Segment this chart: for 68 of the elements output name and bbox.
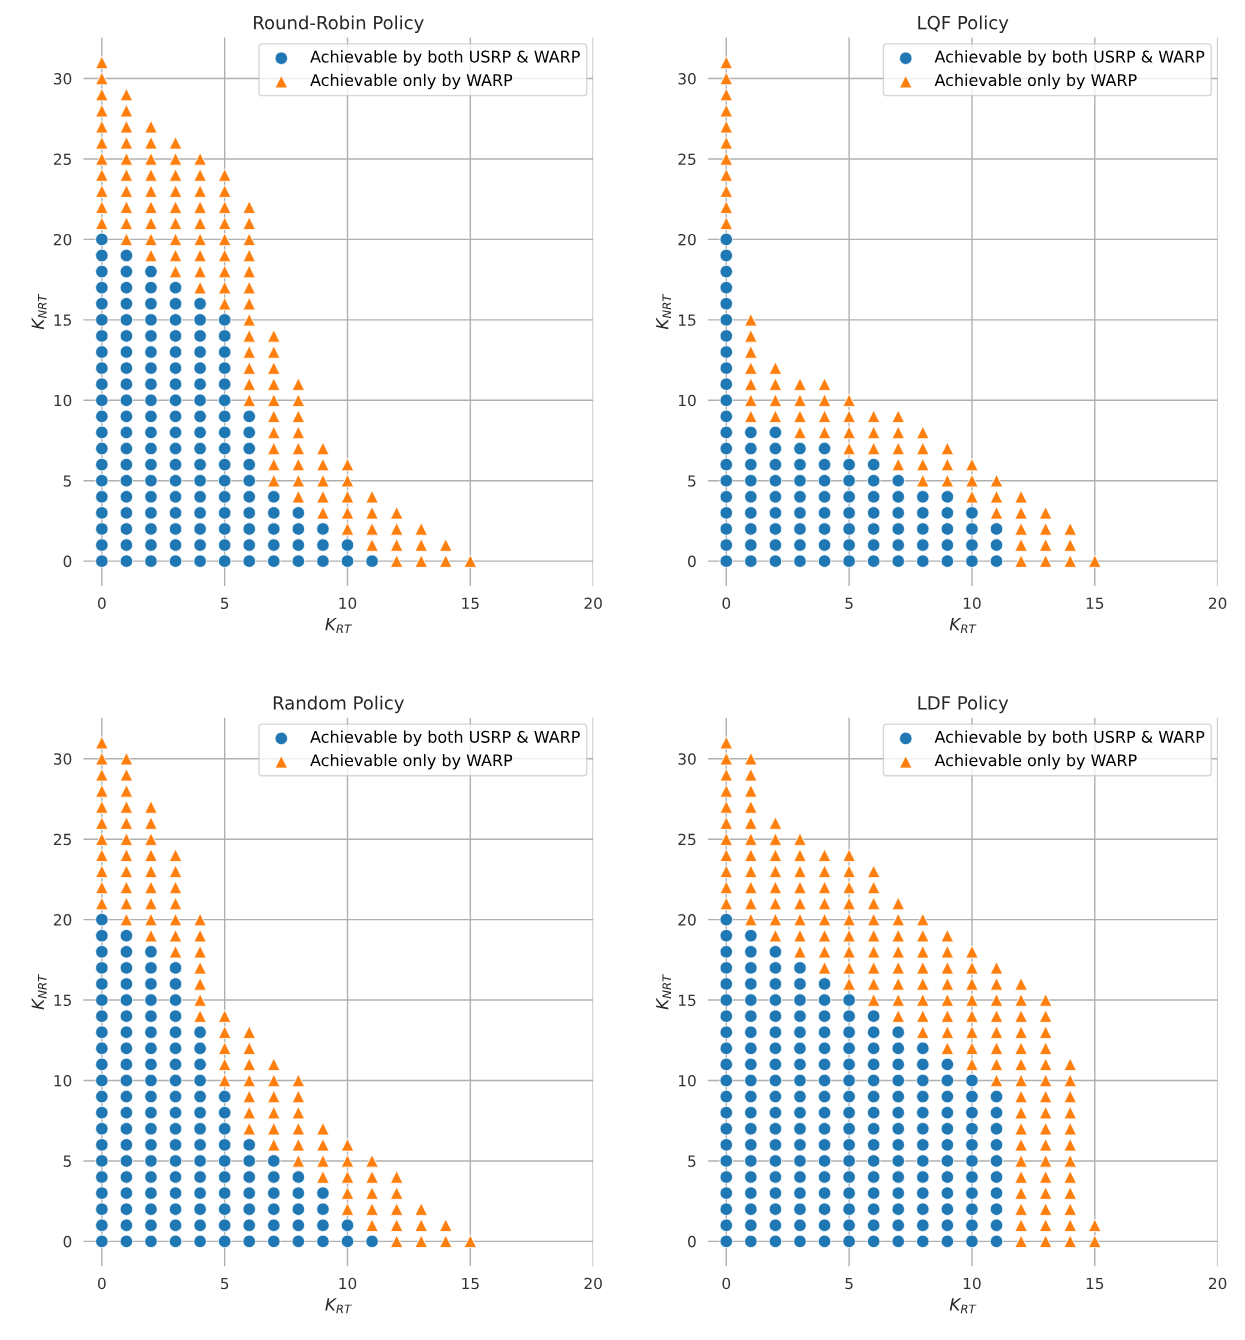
x-tick-label: 10	[963, 1277, 981, 1290]
x-tick-label: 0	[722, 597, 731, 610]
x-tick-label: 15	[1086, 1277, 1104, 1290]
y-tick-label: 15	[54, 994, 71, 1007]
x-axis-title: K$_{RT}$	[325, 1298, 352, 1314]
x-tick-label: 5	[220, 1277, 229, 1290]
x-tick-label: 15	[462, 1277, 479, 1290]
legend-label: Achievable by both USRP & WARP	[934, 730, 1205, 746]
chart-title: Round-Robin Policy	[254, 15, 424, 33]
legend-label: Achievable only by WARP	[934, 753, 1137, 770]
chart-title: LQF Policy	[918, 15, 1009, 33]
x-tick-label: 10	[339, 597, 357, 610]
y-tick-label: 30	[678, 753, 696, 765]
x-tick-label: 20	[1209, 597, 1227, 610]
y-axis-title: K$_{NRT}$	[31, 974, 47, 1010]
legend-label: Achievable only by WARP	[310, 753, 513, 770]
x-tick-label: 10	[963, 597, 981, 610]
chart-title: Random Policy	[273, 695, 404, 714]
y-tick-label: 5	[688, 475, 696, 487]
y-tick-label: 0	[688, 1235, 696, 1248]
x-tick-label: 15	[462, 597, 479, 610]
x-tick-label: 5	[845, 1277, 853, 1290]
y-tick-label: 20	[53, 914, 72, 926]
x-axis-title: K$_{RT}$	[949, 1298, 977, 1314]
y-axis-title: K$_{NRT}$	[656, 293, 671, 330]
legend-label: Achievable only by WARP	[934, 73, 1137, 90]
y-tick-label: 5	[63, 1155, 71, 1167]
y-tick-label: 25	[678, 833, 696, 846]
legend-label: Achievable by both USRP & WARP	[310, 50, 580, 66]
y-tick-label: 20	[678, 233, 696, 246]
y-tick-label: 0	[63, 1235, 72, 1248]
y-axis-title: K$_{NRT}$	[656, 974, 671, 1010]
y-axis-title: K$_{NRT}$	[31, 293, 47, 330]
x-axis-title: K$_{RT}$	[325, 618, 352, 633]
y-tick-label: 15	[678, 994, 696, 1007]
x-tick-label: 0	[97, 1277, 106, 1290]
x-tick-label: 0	[722, 1277, 731, 1290]
x-tick-label: 10	[339, 1277, 357, 1290]
y-tick-label: 20	[53, 233, 72, 246]
y-tick-label: 30	[54, 753, 72, 765]
legend-label: Achievable by both USRP & WARP	[310, 730, 580, 746]
x-tick-label: 0	[97, 597, 106, 610]
x-tick-label: 20	[1209, 1277, 1227, 1290]
legend-label: Achievable by both USRP & WARP	[934, 50, 1205, 66]
chart-title: LDF Policy	[918, 695, 1009, 714]
legend-label: Achievable only by WARP	[310, 73, 513, 90]
y-tick-label: 10	[678, 1074, 696, 1087]
x-tick-label: 5	[845, 597, 853, 610]
y-tick-label: 25	[53, 833, 71, 846]
y-tick-label: 15	[678, 314, 696, 326]
y-tick-label: 0	[63, 555, 72, 568]
y-tick-label: 25	[53, 153, 71, 165]
x-tick-label: 20	[584, 1277, 602, 1290]
y-tick-label: 5	[688, 1155, 696, 1167]
x-tick-label: 15	[1086, 597, 1104, 610]
y-tick-label: 15	[54, 314, 71, 326]
y-tick-label: 0	[688, 555, 696, 568]
x-axis-title: K$_{RT}$	[949, 618, 977, 633]
x-tick-label: 20	[584, 597, 602, 610]
y-tick-label: 5	[63, 475, 71, 487]
x-tick-label: 5	[220, 597, 229, 610]
y-tick-label: 25	[678, 153, 696, 165]
y-tick-label: 10	[678, 394, 696, 407]
y-tick-label: 20	[678, 914, 696, 926]
y-tick-label: 30	[54, 73, 72, 85]
y-tick-label: 10	[54, 1074, 72, 1087]
y-tick-label: 10	[54, 394, 72, 407]
y-tick-label: 30	[678, 73, 696, 85]
